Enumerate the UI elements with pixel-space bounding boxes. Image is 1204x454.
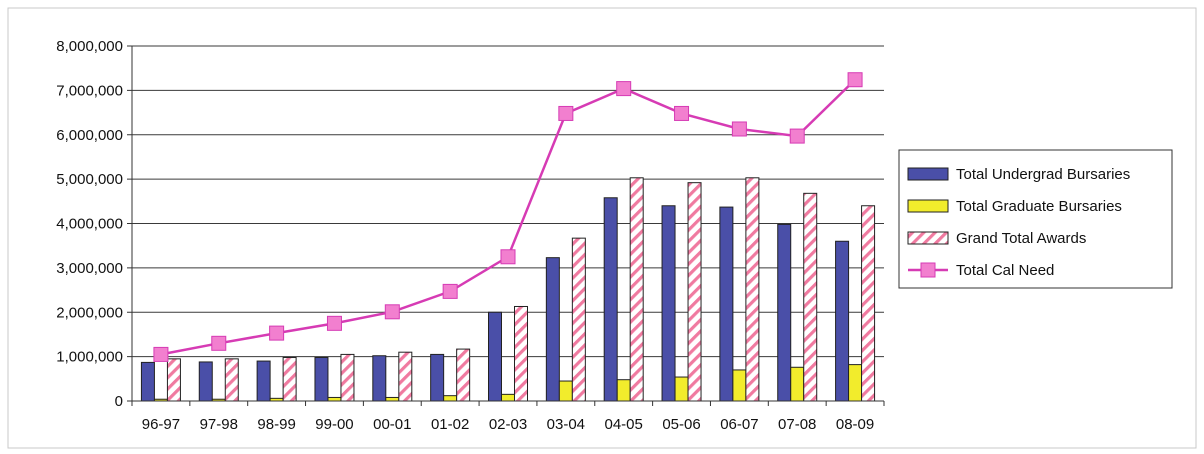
point-total-cal-need-05-06 bbox=[674, 105, 690, 121]
legend-total-undergrad-bursaries-swatch bbox=[907, 167, 949, 181]
x-tick-label: 04-05 bbox=[605, 416, 643, 433]
bar-total-undergrad-bursaries-06-07 bbox=[719, 206, 734, 402]
bar-grand-total-awards-98-99 bbox=[282, 357, 297, 402]
bar-grand-total-awards-04-05 bbox=[629, 177, 644, 402]
legend-total-cal-need-swatch-marker bbox=[920, 262, 936, 278]
bar-grand-total-awards-97-98 bbox=[224, 358, 239, 402]
legend-grand-total-awards-swatch bbox=[907, 231, 949, 245]
bar-total-undergrad-bursaries-02-03 bbox=[488, 311, 502, 402]
bar-total-undergrad-bursaries-98-99 bbox=[256, 360, 271, 402]
y-tick-label: 2,000,000 bbox=[56, 304, 123, 321]
y-tick-label: 8,000,000 bbox=[56, 38, 123, 55]
bar-total-undergrad-bursaries-01-02 bbox=[430, 353, 445, 402]
y-tick-label: 6,000,000 bbox=[56, 127, 123, 144]
x-tick-label: 02-03 bbox=[489, 416, 527, 433]
point-total-cal-need-98-99 bbox=[269, 325, 285, 341]
x-tick-label: 97-98 bbox=[200, 416, 238, 433]
bar-total-graduate-bursaries-03-04 bbox=[558, 380, 573, 402]
bar-total-graduate-bursaries-99-00 bbox=[327, 396, 342, 402]
bar-grand-total-awards-01-02 bbox=[456, 348, 471, 402]
legend-total-cal-need-label: Total Cal Need bbox=[956, 262, 1054, 279]
bar-grand-total-awards-03-04 bbox=[571, 237, 586, 402]
legend-grand-total-awards-label: Grand Total Awards bbox=[956, 230, 1086, 247]
bar-total-graduate-bursaries-05-06 bbox=[674, 376, 689, 402]
point-total-cal-need-96-97 bbox=[153, 346, 169, 362]
point-total-cal-need-97-98 bbox=[211, 335, 227, 351]
bar-grand-total-awards-99-00 bbox=[340, 353, 355, 402]
legend-total-graduate-bursaries-label: Total Graduate Bursaries bbox=[956, 198, 1122, 215]
y-tick-label: 0 bbox=[115, 393, 123, 410]
bar-total-undergrad-bursaries-07-08 bbox=[777, 223, 792, 402]
point-total-cal-need-04-05 bbox=[616, 81, 632, 97]
x-tick-label: 01-02 bbox=[431, 416, 469, 433]
bar-total-undergrad-bursaries-97-98 bbox=[198, 361, 213, 402]
bar-grand-total-awards-96-97 bbox=[166, 358, 181, 402]
bar-total-graduate-bursaries-07-08 bbox=[790, 366, 805, 402]
bar-total-undergrad-bursaries-00-01 bbox=[372, 355, 387, 402]
legend-total-graduate-bursaries-swatch bbox=[907, 199, 949, 213]
bar-total-undergrad-bursaries-99-00 bbox=[314, 357, 329, 402]
bar-total-undergrad-bursaries-03-04 bbox=[545, 257, 560, 402]
y-tick-label: 3,000,000 bbox=[56, 260, 123, 277]
x-tick-label: 03-04 bbox=[547, 416, 585, 433]
x-tick-label: 05-06 bbox=[662, 416, 700, 433]
bar-total-graduate-bursaries-08-09 bbox=[848, 364, 863, 402]
bar-grand-total-awards-08-09 bbox=[861, 205, 876, 402]
point-total-cal-need-03-04 bbox=[558, 105, 574, 121]
point-total-cal-need-02-03 bbox=[500, 249, 516, 265]
bar-total-graduate-bursaries-06-07 bbox=[732, 369, 747, 402]
point-total-cal-need-00-01 bbox=[384, 304, 400, 320]
y-tick-label: 7,000,000 bbox=[56, 82, 123, 99]
point-total-cal-need-07-08 bbox=[789, 128, 805, 144]
point-total-cal-need-99-00 bbox=[326, 315, 342, 331]
bar-grand-total-awards-02-03 bbox=[514, 305, 528, 402]
bar-total-graduate-bursaries-04-05 bbox=[616, 379, 631, 402]
bar-total-graduate-bursaries-00-01 bbox=[385, 396, 400, 402]
y-tick-label: 4,000,000 bbox=[56, 216, 123, 233]
x-tick-label: 98-99 bbox=[257, 416, 295, 433]
bar-total-undergrad-bursaries-96-97 bbox=[140, 361, 155, 402]
bar-grand-total-awards-07-08 bbox=[803, 192, 818, 402]
point-total-cal-need-06-07 bbox=[731, 121, 747, 137]
bar-total-undergrad-bursaries-08-09 bbox=[835, 240, 850, 402]
bar-grand-total-awards-05-06 bbox=[687, 182, 702, 402]
point-total-cal-need-08-09 bbox=[847, 72, 863, 88]
x-tick-label: 07-08 bbox=[778, 416, 816, 433]
x-tick-label: 00-01 bbox=[373, 416, 411, 433]
bar-total-graduate-bursaries-01-02 bbox=[443, 395, 458, 402]
point-total-cal-need-01-02 bbox=[442, 283, 458, 299]
x-tick-label: 08-09 bbox=[836, 416, 874, 433]
y-tick-label: 1,000,000 bbox=[56, 349, 123, 366]
y-tick-label: 5,000,000 bbox=[56, 171, 123, 188]
bar-grand-total-awards-00-01 bbox=[398, 351, 413, 402]
x-tick-label: 06-07 bbox=[720, 416, 758, 433]
bar-total-undergrad-bursaries-04-05 bbox=[603, 197, 618, 402]
x-tick-label: 96-97 bbox=[142, 416, 180, 433]
legend-total-undergrad-bursaries-label: Total Undergrad Bursaries bbox=[956, 166, 1130, 183]
x-tick-label: 99-00 bbox=[315, 416, 353, 433]
bar-total-undergrad-bursaries-05-06 bbox=[661, 205, 676, 402]
bar-total-graduate-bursaries-02-03 bbox=[501, 393, 515, 402]
bar-grand-total-awards-06-07 bbox=[745, 177, 760, 402]
